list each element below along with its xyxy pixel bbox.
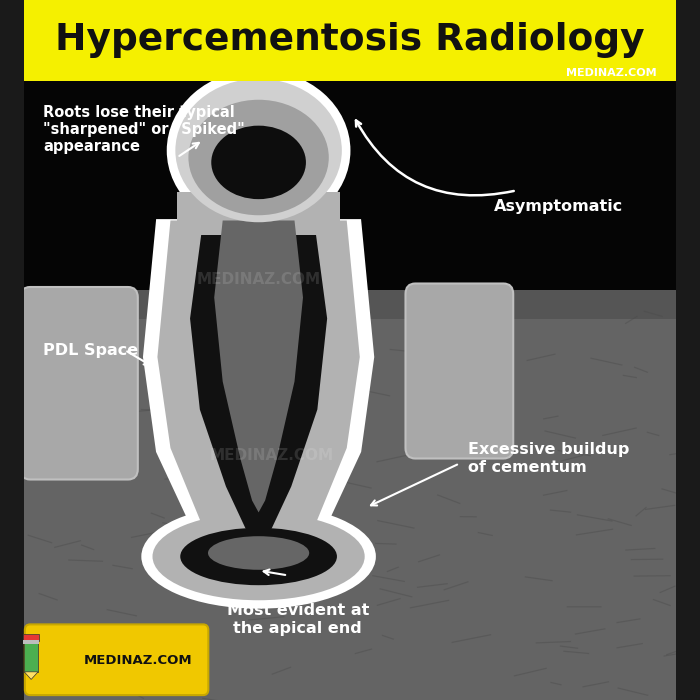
Text: PDL Space: PDL Space [43,342,139,358]
FancyBboxPatch shape [24,80,676,308]
FancyBboxPatch shape [25,624,209,695]
Ellipse shape [153,512,365,601]
Text: MEDINAZ.COM: MEDINAZ.COM [83,654,192,666]
Polygon shape [190,220,327,540]
Polygon shape [25,641,38,672]
Text: MEDINAZ.COM: MEDINAZ.COM [566,69,657,78]
Polygon shape [25,672,38,680]
Polygon shape [158,220,360,589]
Polygon shape [23,634,39,641]
Text: Excessive buildup
of cementum: Excessive buildup of cementum [468,442,629,475]
Text: Asymptomatic: Asymptomatic [494,199,623,214]
Text: MEDINAZ.COM: MEDINAZ.COM [197,272,321,288]
Polygon shape [214,220,303,512]
Ellipse shape [211,126,306,199]
FancyBboxPatch shape [405,284,513,458]
Ellipse shape [143,505,374,607]
Ellipse shape [188,99,329,216]
FancyBboxPatch shape [24,298,676,700]
FancyBboxPatch shape [177,193,340,235]
Text: Most evident at
the apical end: Most evident at the apical end [227,603,369,636]
Ellipse shape [169,72,349,230]
Polygon shape [144,220,373,598]
Ellipse shape [181,528,337,585]
Ellipse shape [208,536,309,570]
Text: Hypercementosis Radiology: Hypercementosis Radiology [55,22,645,58]
FancyBboxPatch shape [24,290,676,318]
Text: MEDINAZ.COM: MEDINAZ.COM [209,447,334,463]
FancyBboxPatch shape [20,287,138,480]
Ellipse shape [176,79,342,223]
Polygon shape [23,640,39,644]
FancyBboxPatch shape [24,0,676,80]
Text: Roots lose their typical
"sharpened" or "Spiked"
appearance: Roots lose their typical "sharpened" or … [43,104,245,155]
